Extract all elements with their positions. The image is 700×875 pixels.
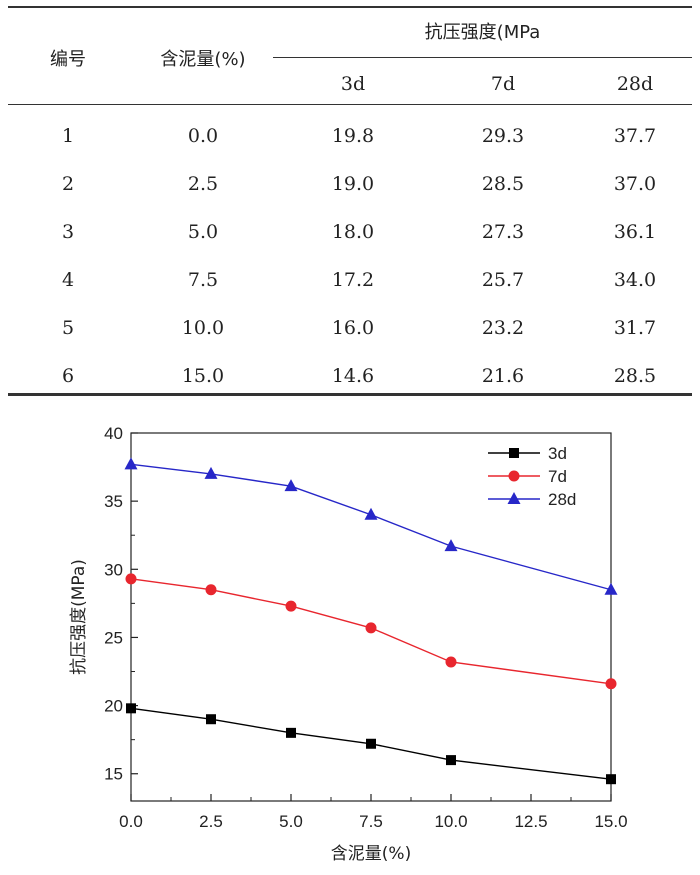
header-7d: 7d (490, 73, 516, 95)
data-point-28d (284, 479, 298, 492)
data-point-3d (606, 774, 616, 785)
table-cell: 6 (61, 365, 75, 387)
x-tick-label: 15.0 (594, 812, 627, 831)
table-cell: 7.5 (187, 269, 219, 291)
legend-label-28d: 28d (548, 490, 576, 509)
data-point-28d (124, 457, 138, 470)
data-point-3d (206, 714, 216, 725)
table-cell: 25.7 (481, 269, 525, 291)
table-header-rule (8, 104, 692, 105)
data-point-28d (364, 507, 378, 520)
legend-marker-3d (509, 448, 519, 458)
y-tick-label: 30 (104, 560, 123, 579)
table-cell: 19.8 (331, 125, 375, 147)
table-cell: 29.3 (481, 125, 525, 147)
y-tick-label: 25 (104, 628, 123, 647)
table-cell: 2.5 (187, 173, 219, 195)
table-bottom-rule (8, 393, 692, 396)
table-top-rule (8, 6, 692, 8)
header-28d: 28d (616, 73, 654, 95)
x-tick-label: 10.0 (434, 812, 467, 831)
series-line-3d (130, 707, 612, 780)
series-line-7d (130, 578, 612, 685)
table-cell: 31.7 (613, 317, 657, 339)
data-point-7d (445, 656, 457, 668)
table-cell: 5 (61, 317, 75, 339)
chart-svg: 0.0 2.5 5.0 7.5 10.0 12.5 15.0 15 20 25 30 35 40 含泥量(… (69, 424, 628, 864)
x-tick-label: 12.5 (514, 812, 547, 831)
table-cell: 2 (61, 173, 75, 195)
table-cell: 34.0 (613, 269, 657, 291)
table-cell: 1 (61, 125, 75, 147)
table-cell: 0.0 (187, 125, 219, 147)
y-tick-label: 40 (104, 424, 123, 443)
data-point-3d (366, 738, 376, 749)
data-point-28d (444, 539, 458, 552)
table-cell: 3 (61, 221, 75, 243)
data-point-7d (285, 600, 297, 612)
x-tick-label: 7.5 (359, 812, 383, 831)
strength-table: 编号 含泥量(%) 抗压强度(MPa 3d 7d 28d 1 0.0 19.8 … (8, 6, 692, 396)
table-cell: 14.6 (331, 365, 375, 387)
table-cell: 36.1 (613, 221, 657, 243)
data-point-3d (286, 727, 296, 738)
table-cell: 15.0 (181, 365, 225, 387)
legend-label-7d: 7d (548, 467, 567, 486)
table-cell: 21.6 (481, 365, 525, 387)
table-cell: 16.0 (331, 317, 375, 339)
header-id: 编号 (50, 49, 86, 70)
y-axis-title: 抗压强度(MPa) (69, 559, 89, 675)
legend-marker-7d (508, 470, 520, 482)
series-line-28d (130, 463, 612, 591)
data-point-3d (126, 703, 136, 714)
y-tick-label: 35 (104, 492, 123, 511)
table-group-rule (273, 57, 692, 58)
x-axis-title: 含泥量(%) (331, 844, 411, 864)
table-cell: 5.0 (187, 221, 219, 243)
y-tick-label: 15 (104, 765, 123, 784)
data-point-3d (446, 755, 456, 766)
x-tick-label: 0.0 (119, 812, 143, 831)
legend-marker-28d (507, 492, 521, 504)
data-point-28d (204, 466, 218, 479)
header-strength-group: 抗压强度(MPa (424, 22, 541, 43)
y-tick-label: 20 (104, 697, 123, 716)
table-cell: 28.5 (613, 365, 657, 387)
x-tick-label: 5.0 (279, 812, 303, 831)
table-cell: 37.7 (613, 125, 657, 147)
data-point-28d (604, 582, 618, 595)
header-mud-content: 含泥量(%) (160, 49, 246, 70)
header-3d: 3d (340, 73, 366, 95)
table-cell: 37.0 (613, 173, 657, 195)
data-point-7d (365, 622, 377, 634)
table-cell: 17.2 (331, 269, 375, 291)
table-cell: 10.0 (181, 317, 225, 339)
table-cell: 4 (61, 269, 75, 291)
strength-line-chart: 0.0 2.5 5.0 7.5 10.0 12.5 15.0 15 20 25 30 35 40 含泥量(… (0, 405, 700, 875)
data-point-7d (605, 678, 617, 690)
table-cell: 28.5 (481, 173, 525, 195)
x-tick-label: 2.5 (199, 812, 223, 831)
table-cell: 19.0 (331, 173, 375, 195)
table-cell: 27.3 (481, 221, 525, 243)
table-cell: 23.2 (481, 317, 525, 339)
legend-label-3d: 3d (548, 444, 567, 463)
table-cell: 18.0 (331, 221, 375, 243)
data-point-7d (205, 584, 217, 596)
data-point-7d (125, 573, 137, 585)
